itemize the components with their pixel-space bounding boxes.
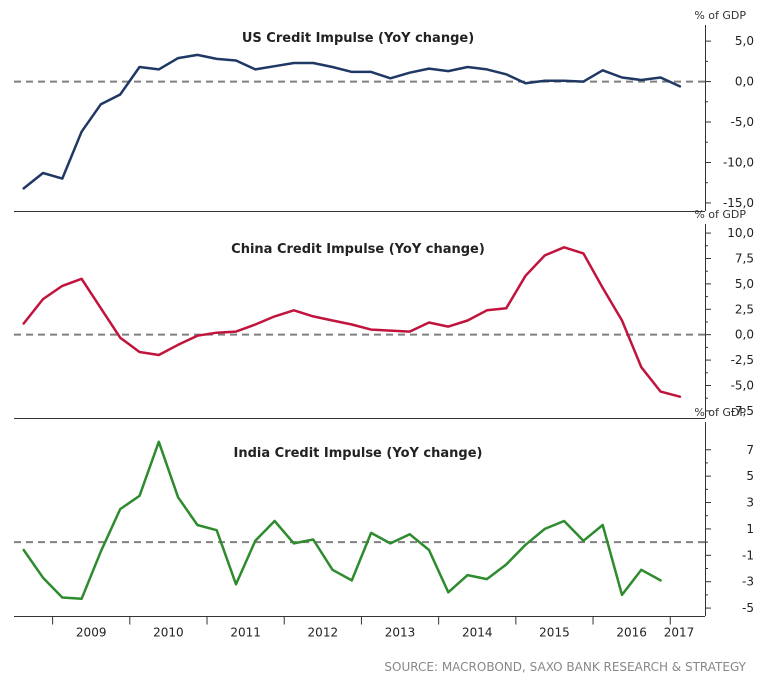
source-note: SOURCE: MACROBOND, SAXO BANK RESEARCH & …: [384, 660, 746, 674]
china-panel: China Credit Impulse (YoY change) % of GD…: [14, 208, 754, 419]
china-y-tick-label: 7,5: [735, 251, 754, 265]
x-tick-label: 2017: [664, 626, 695, 640]
us-y-tick-label: -5,0: [731, 115, 754, 129]
china-chart-title: China Credit Impulse (YoY change): [231, 242, 485, 257]
china-unit-label: % of GDP: [694, 208, 746, 221]
x-tick-label: 2016: [616, 626, 647, 640]
us-y-tick-label: 0,0: [735, 75, 754, 89]
china-series-line: [22, 246, 682, 398]
india-panel: India Credit Impulse (YoY change) % of GD…: [14, 406, 754, 616]
india-y-tick-label: 1: [746, 522, 754, 536]
china-y-tick-label: 5,0: [735, 277, 754, 291]
china-y-tick-label: 0,0: [735, 328, 754, 342]
x-axis: 2009 2010 2011 2012 2013 2014 2015 2016 2017: [14, 616, 705, 640]
us-y-tick-label: -15,0: [723, 196, 754, 210]
x-tick-label: 2010: [153, 626, 184, 640]
x-tick-label: 2009: [76, 626, 107, 640]
us-unit-label: % of GDP: [694, 9, 746, 22]
us-panel: US Credit Impulse (YoY change) % of GDP 5,…: [14, 9, 754, 212]
india-series-line: [22, 440, 662, 601]
x-tick-label: 2015: [539, 626, 570, 640]
india-y-tick-label: -3: [742, 575, 754, 589]
us-chart-title: US Credit Impulse (YoY change): [242, 31, 474, 46]
x-tick-label: 2011: [230, 626, 261, 640]
china-y-tick-label: 2,5: [735, 302, 754, 316]
us-series-line: [22, 53, 682, 190]
india-unit-label: % of GDP: [694, 406, 746, 419]
india-y-tick-label: -1: [742, 548, 754, 562]
india-y-tick-label: 5: [746, 469, 754, 483]
x-tick-label: 2014: [462, 626, 493, 640]
china-y-tick-label: -5,0: [731, 378, 754, 392]
china-y-tick-label: -2,5: [731, 353, 754, 367]
x-tick-label: 2013: [385, 626, 416, 640]
india-chart-title: India Credit Impulse (YoY change): [234, 446, 483, 461]
us-y-tick-label: 5,0: [735, 34, 754, 48]
us-y-tick-label: -10,0: [723, 155, 754, 169]
india-y-tick-label: -5: [742, 601, 754, 615]
x-tick-label: 2012: [308, 626, 339, 640]
china-y-tick-label: -7,5: [731, 404, 754, 418]
india-y-tick-label: 7: [746, 443, 754, 457]
china-y-tick-label: 10,0: [727, 226, 754, 240]
india-y-tick-label: 3: [746, 496, 754, 510]
